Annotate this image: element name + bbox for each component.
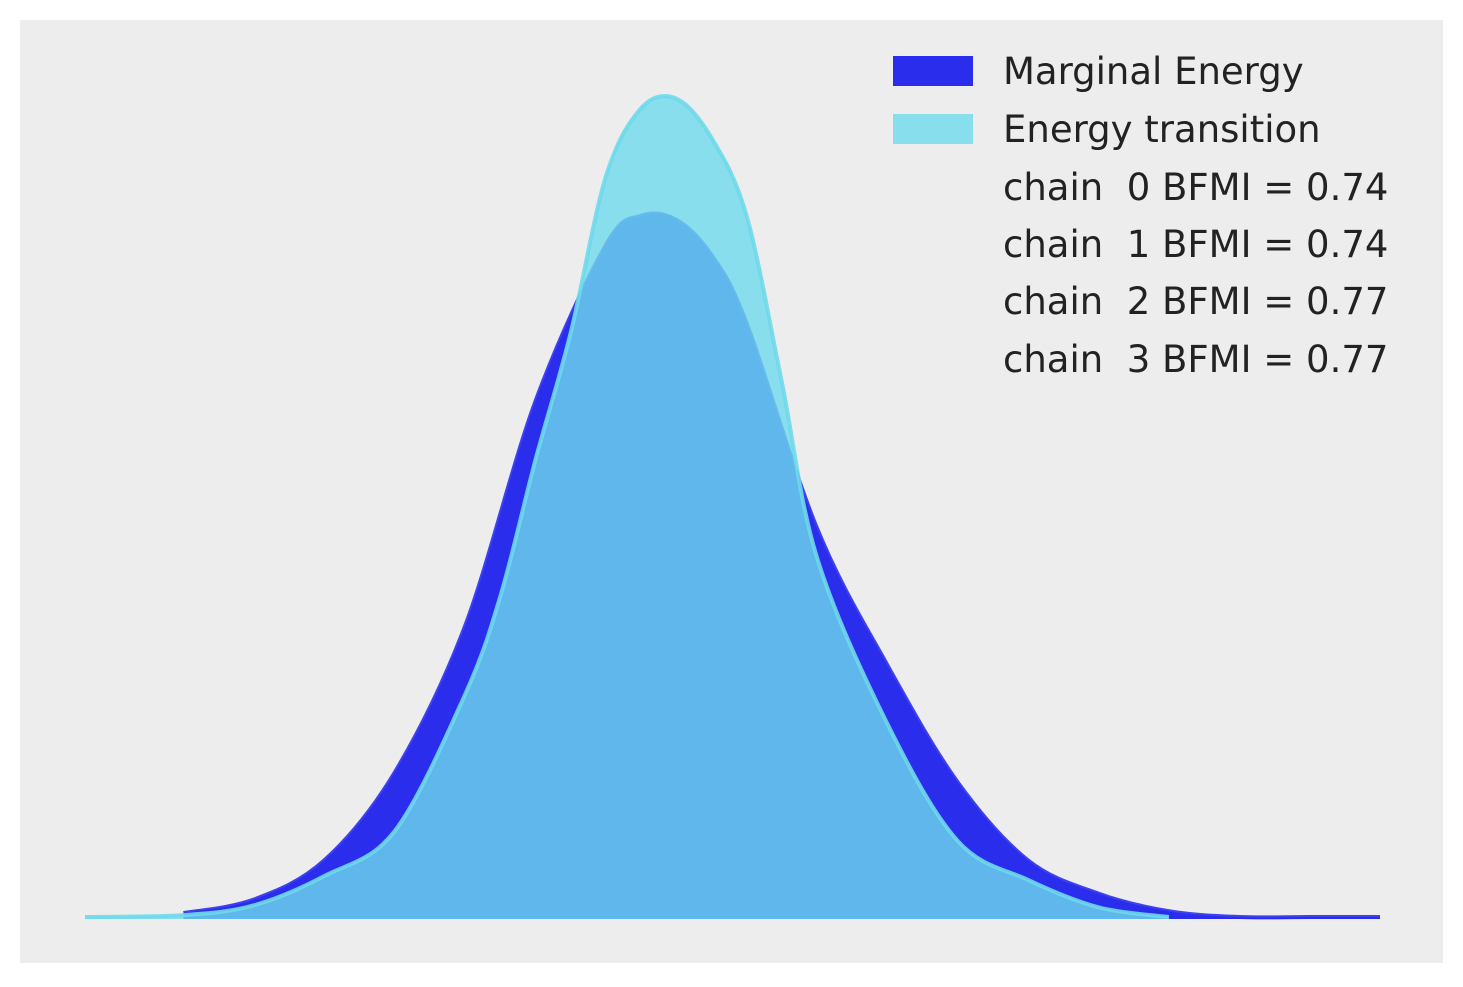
bfmi-chain-2: chain 2 BFMI = 0.77 — [1003, 280, 1388, 323]
legend-label-marginal-energy: Marginal Energy — [1003, 50, 1304, 93]
legend-swatch-marginal-energy — [893, 56, 973, 86]
legend-swatch-energy-transition — [893, 114, 973, 144]
legend-label-energy-transition: Energy transition — [1003, 108, 1321, 151]
bfmi-chain-3: chain 3 BFMI = 0.77 — [1003, 338, 1388, 381]
legend: Marginal Energy Energy transition chain … — [893, 50, 1388, 381]
bfmi-chain-0: chain 0 BFMI = 0.74 — [1003, 166, 1388, 209]
series-area-energy-transition — [85, 96, 1169, 920]
bfmi-chain-1: chain 1 BFMI = 0.74 — [1003, 223, 1388, 266]
series-layer — [84, 94, 1380, 920]
series-line-energy-transition — [84, 94, 1170, 919]
